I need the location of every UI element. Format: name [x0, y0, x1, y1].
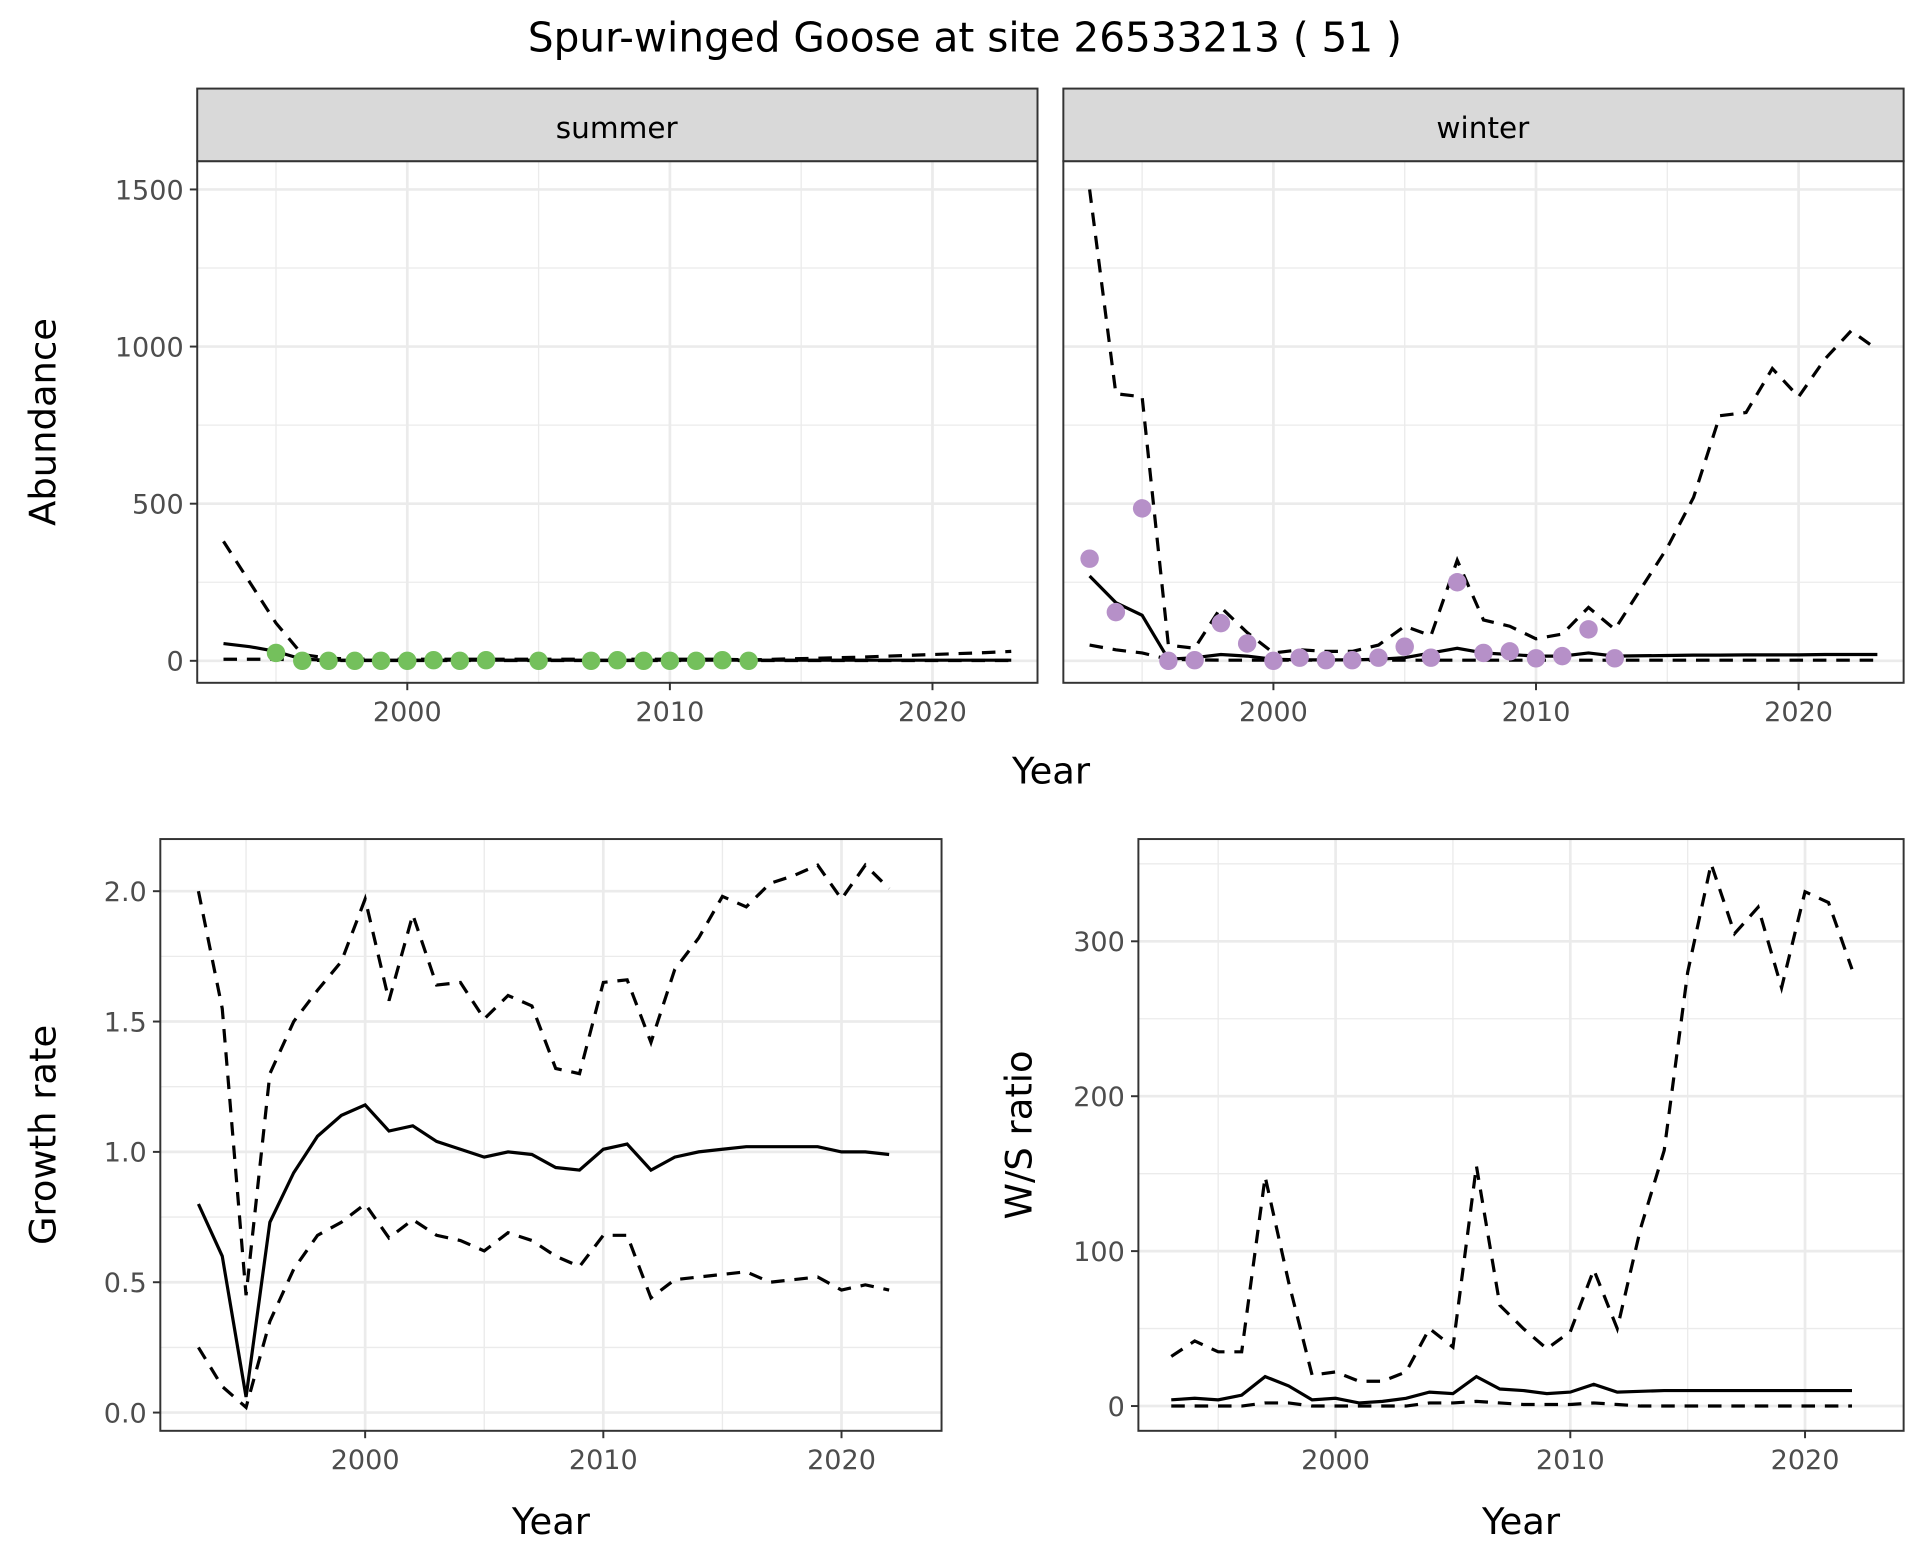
x-tick-label: 2010: [635, 697, 704, 728]
series-mean-line: [196, 1103, 890, 1398]
data-point: [739, 651, 758, 671]
x-tick-label: 2000: [331, 1445, 400, 1476]
facet-label: winter: [1436, 111, 1530, 145]
y-tick-label: 300: [1073, 927, 1125, 958]
series-lower-line: [197, 1201, 890, 1411]
panel-border: [1062, 160, 1905, 684]
y-tick-label: 100: [1073, 1237, 1125, 1268]
data-point: [1342, 650, 1362, 670]
series-lower-line: [223, 657, 1012, 663]
panel-4: 2000 2010 2020 0 100 200 300 W/S ratio Year: [997, 838, 1905, 1543]
chart-title: Spur-winged Goose at site 26533213 ( 51 …: [528, 14, 1402, 62]
panel-3: 2000 2010 2020 0.0 0.5 1.0 1.5 2.0 Growth rate Ye…: [22, 838, 943, 1543]
data-point: [1132, 499, 1152, 518]
x-tick-label: 2020: [898, 697, 967, 728]
data-point: [634, 651, 653, 671]
data-point: [1500, 642, 1519, 661]
x-tick-label: 2010: [1536, 1445, 1605, 1476]
panel-border: [196, 160, 1039, 684]
data-point: [1290, 648, 1309, 667]
y-axis-title: W/S ratio: [997, 1050, 1040, 1219]
x-tick-label: 2000: [1301, 1445, 1370, 1476]
series-lower-line: [1171, 1399, 1852, 1408]
x-tick-label: 2020: [1764, 697, 1833, 728]
x-tick-label: 2020: [1771, 1445, 1840, 1476]
series-upper-line: [196, 862, 891, 1296]
y-tick-label: 0: [1108, 1392, 1125, 1423]
data-point: [581, 651, 601, 671]
data-point: [424, 650, 443, 670]
data-point: [1474, 643, 1493, 663]
data-point: [1605, 649, 1625, 668]
data-point: [266, 643, 286, 663]
y-tick-label: 0: [166, 647, 183, 678]
y-axis-title: Abundance: [22, 318, 65, 526]
data-point: [1159, 651, 1178, 671]
facet-label: summer: [556, 111, 679, 145]
x-tick-label: 2000: [1239, 697, 1308, 728]
data-point: [1211, 613, 1231, 633]
y-tick-label: 500: [132, 490, 184, 521]
data-point: [686, 651, 706, 671]
panel-border: [159, 838, 943, 1432]
panel-1: summer 2000 2010 2020 0 500 1000 1500 Abundance: [22, 87, 1039, 728]
data-point: [1395, 637, 1414, 656]
data-point: [398, 651, 417, 671]
x-axis-title: Year: [1011, 750, 1091, 793]
data-point: [1526, 649, 1546, 668]
series-lower-line: [1089, 643, 1878, 662]
data-point: [1316, 650, 1336, 670]
x-tick-label: 2010: [569, 1445, 638, 1476]
data-point: [529, 651, 548, 671]
y-axis-title: Growth rate: [22, 1025, 65, 1245]
data-point: [450, 651, 470, 671]
facet-strip: [196, 87, 1039, 163]
data-point: [660, 651, 680, 671]
facet-strip: [1062, 87, 1905, 163]
data-point: [608, 650, 627, 670]
data-point: [1264, 651, 1283, 671]
data-point: [1080, 549, 1099, 568]
data-point: [1106, 602, 1126, 622]
series-upper-line: [222, 540, 1012, 662]
data-point: [293, 651, 312, 671]
y-tick-label: 1500: [115, 175, 184, 206]
x-tick-label: 2000: [373, 697, 442, 728]
y-tick-label: 200: [1073, 1082, 1125, 1113]
y-tick-label: 1.5: [104, 1007, 147, 1038]
data-point: [371, 651, 391, 671]
data-point: [1185, 650, 1204, 670]
series-upper-line: [1088, 189, 1879, 655]
y-tick-label: 0.0: [104, 1398, 147, 1429]
y-tick-label: 1.0: [104, 1138, 147, 1169]
data-point: [1579, 620, 1598, 639]
series-upper-line: [1170, 857, 1854, 1383]
y-tick-label: 0.5: [104, 1268, 147, 1299]
data-point: [713, 650, 732, 670]
y-tick-label: 2.0: [104, 877, 147, 908]
x-axis-title: Year: [511, 1500, 591, 1543]
x-axis-title: Year: [1481, 1500, 1561, 1543]
y-tick-label: 1000: [115, 332, 184, 363]
x-tick-label: 2020: [807, 1445, 876, 1476]
series-mean-line: [1171, 1374, 1852, 1405]
data-point: [319, 651, 338, 671]
x-tick-label: 2010: [1502, 697, 1571, 728]
data-point: [1447, 573, 1467, 592]
data-point: [1237, 634, 1257, 653]
data-point: [1369, 648, 1388, 667]
data-point: [1421, 648, 1441, 667]
panel-border: [1137, 838, 1905, 1432]
data-point: [345, 651, 365, 671]
panel-2: winter 2000 2010 2020: [1062, 87, 1905, 728]
data-point: [1553, 646, 1572, 666]
data-point: [476, 650, 496, 670]
